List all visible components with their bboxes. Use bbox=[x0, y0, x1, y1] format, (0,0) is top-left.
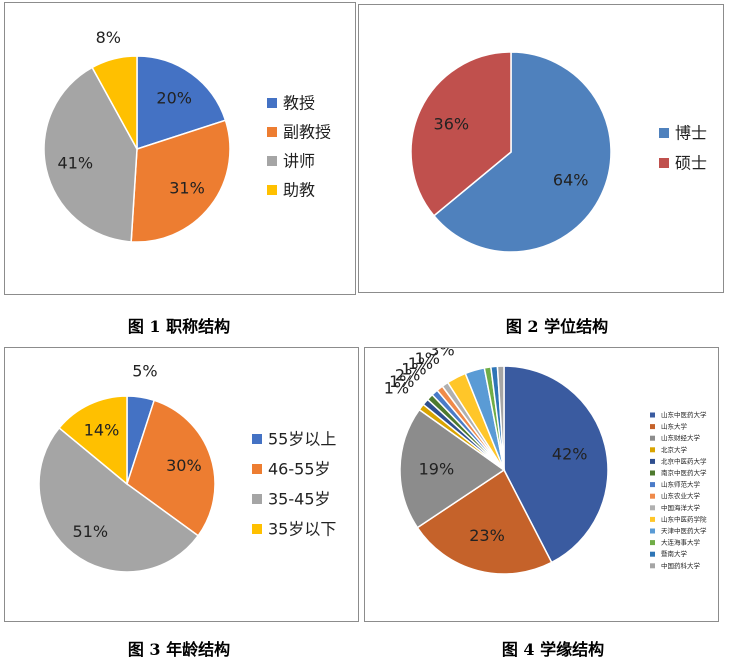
pie-data-label: 5% bbox=[132, 362, 157, 381]
legend-swatch bbox=[650, 563, 655, 569]
legend-swatch bbox=[267, 185, 277, 195]
legend-label: 山东中医药大学 bbox=[661, 410, 707, 419]
legend-swatch bbox=[267, 156, 277, 166]
legend-swatch bbox=[267, 127, 277, 137]
legend-swatch bbox=[650, 435, 655, 441]
legend-label: 副教授 bbox=[283, 123, 331, 142]
legend-swatch bbox=[650, 412, 655, 418]
legend-label: 山东财经大学 bbox=[661, 433, 701, 442]
pie-slice bbox=[410, 51, 512, 217]
pie-data-label: 1% bbox=[384, 379, 409, 398]
pie-data-label: 1% bbox=[401, 360, 426, 379]
pie-slice bbox=[130, 119, 231, 243]
legend-label: 山东农业大学 bbox=[661, 491, 701, 500]
chart-panel-degree-structure: 64% 36% 博士硕士 bbox=[358, 4, 724, 293]
legend-swatch bbox=[659, 128, 669, 138]
legend-swatch bbox=[650, 551, 655, 557]
legend-swatch bbox=[659, 158, 669, 168]
legend-swatch bbox=[252, 524, 262, 534]
legend-swatch bbox=[252, 434, 262, 444]
legend-label: 南京中医药大学 bbox=[661, 468, 707, 477]
pie-slice bbox=[58, 395, 128, 486]
legend-swatch bbox=[650, 528, 655, 534]
pie-data-label: 41% bbox=[58, 153, 94, 172]
legend-swatch bbox=[267, 98, 277, 108]
chart-panel-title-structure: 20% 31% 41% 8% 教授副教授讲师助教 bbox=[4, 2, 356, 295]
legend-label: 山东大学 bbox=[661, 422, 688, 431]
legend-swatch bbox=[650, 493, 655, 499]
pie-slice bbox=[432, 51, 612, 253]
legend-label: 天津中医药大学 bbox=[661, 526, 707, 535]
pie-data-label: 31% bbox=[169, 178, 205, 197]
pie-data-label: 51% bbox=[73, 522, 109, 541]
pie-chart-age-structure: 5% 30% 51% 14% 55岁以上 46-55岁 35-45岁 35岁以下 bbox=[38, 362, 336, 573]
pie-data-label: 1% bbox=[415, 349, 440, 368]
pie-data-label: 14% bbox=[84, 420, 120, 439]
pie-data-label: 3% bbox=[429, 348, 454, 359]
legend-label: 助教 bbox=[283, 181, 315, 200]
pie-data-label: 36% bbox=[434, 114, 470, 133]
pie-slice bbox=[38, 426, 200, 573]
caption-figure-3: 图 3 年龄结构 bbox=[127, 640, 231, 659]
pie-slice bbox=[43, 66, 138, 243]
pie-slice bbox=[136, 55, 227, 151]
caption-figure-4: 图 4 学缘结构 bbox=[501, 640, 605, 659]
legend-label: 55岁以上 bbox=[268, 430, 336, 449]
legend-label: 山东中医药学院 bbox=[661, 514, 707, 523]
pie-data-label: 64% bbox=[553, 171, 589, 190]
legend-label: 北京中医药大学 bbox=[661, 456, 707, 465]
legend-swatch bbox=[650, 482, 655, 488]
legend-swatch bbox=[650, 458, 655, 464]
legend-swatch bbox=[650, 516, 655, 522]
legend-label: 硕士 bbox=[675, 154, 707, 173]
pie-slice bbox=[503, 365, 609, 564]
legend-swatch bbox=[650, 424, 655, 430]
pie-data-label: 23% bbox=[469, 526, 505, 545]
pie-data-label: 1% bbox=[389, 372, 414, 391]
legend-label: 博士 bbox=[675, 124, 707, 143]
caption-figure-1: 图 1 职称结构 bbox=[127, 317, 231, 336]
legend-label: 中国海洋大学 bbox=[661, 503, 701, 512]
legend-label: 35-45岁 bbox=[268, 490, 331, 509]
legend-label: 大连海事大学 bbox=[661, 538, 701, 547]
legend-label: 中国药科大学 bbox=[661, 561, 701, 570]
chart-panel-age-structure: 5% 30% 51% 14% 55岁以上 46-55岁 35-45岁 35岁以下 bbox=[4, 347, 359, 622]
caption-figure-2: 图 2 学位结构 bbox=[505, 317, 609, 336]
legend-label: 讲师 bbox=[283, 152, 315, 171]
legend-label: 46-55岁 bbox=[268, 460, 331, 479]
pie-data-label: 19% bbox=[419, 459, 455, 478]
pie-chart-academic-origin: 42%23%19%1%1%2%1%1%1%3%3%1%1%1%山东中医药大学山东… bbox=[384, 348, 707, 575]
legend-swatch bbox=[252, 464, 262, 474]
pie-data-label: 42% bbox=[552, 445, 588, 464]
pie-slice bbox=[416, 468, 553, 575]
pie-data-label: 1% bbox=[408, 354, 433, 373]
legend-label: 35岁以下 bbox=[268, 520, 336, 539]
legend-swatch bbox=[650, 540, 655, 546]
pie-data-label: 8% bbox=[96, 28, 121, 47]
pie-data-label: 3% bbox=[453, 348, 478, 350]
pie-slice bbox=[399, 408, 506, 529]
pie-data-label: 2% bbox=[395, 366, 420, 385]
pie-slice bbox=[126, 399, 216, 537]
legend-swatch bbox=[252, 494, 262, 504]
legend-label: 山东师范大学 bbox=[661, 480, 701, 489]
legend-label: 北京大学 bbox=[661, 445, 688, 454]
pie-slice bbox=[91, 55, 138, 150]
legend-swatch bbox=[650, 505, 655, 511]
chart-panel-academic-origin: 42%23%19%1%1%2%1%1%1%3%3%1%1%1%山东中医药大学山东… bbox=[364, 347, 719, 622]
pie-slice bbox=[496, 365, 505, 471]
legend-swatch bbox=[650, 470, 655, 476]
pie-data-label: 20% bbox=[156, 88, 192, 107]
pie-data-label: 30% bbox=[166, 456, 202, 475]
legend-label: 暨南大学 bbox=[661, 549, 688, 558]
legend-label: 教授 bbox=[283, 94, 315, 113]
legend-swatch bbox=[650, 447, 655, 453]
